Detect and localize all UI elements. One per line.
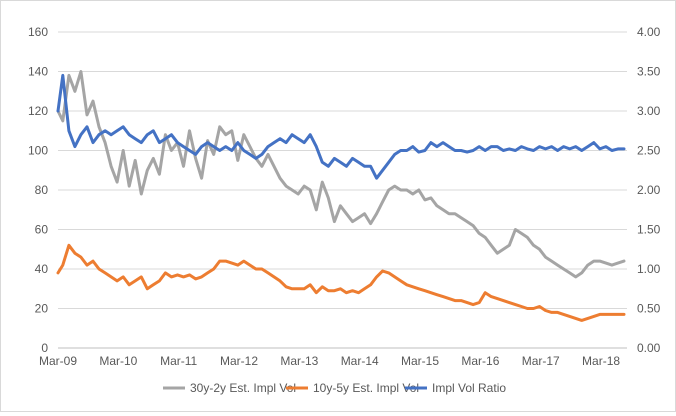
left-axis-tick-label: 60 xyxy=(35,223,49,237)
series-line-2 xyxy=(56,243,626,322)
series-lines xyxy=(56,70,626,322)
right-axis-tick-label: 3.50 xyxy=(637,65,661,79)
right-axis-tick-label: 4.00 xyxy=(637,25,661,39)
right-axis-tick-label: 0.50 xyxy=(637,302,661,316)
x-axis-tick-label: Mar-16 xyxy=(461,354,499,368)
left-axis-tick-label: 20 xyxy=(35,302,49,316)
right-axis-tick-labels: 0.00 0.50 1.00 1.50 2.00 2.50 3.00 3.50 4.00 xyxy=(637,25,661,355)
x-axis-tick-label: Mar-15 xyxy=(401,354,439,368)
legend-label: 10y-5y Est. Impl Vol xyxy=(313,381,419,395)
x-axis-tick-label: Mar-12 xyxy=(220,354,258,368)
x-axis-tick-label: Mar-10 xyxy=(99,354,137,368)
right-axis-tick-label: 3.00 xyxy=(637,104,661,118)
x-axis-tick-label: Mar-09 xyxy=(39,354,77,368)
x-axis-tick-labels: Mar-09 Mar-10 Mar-11 Mar-12 Mar-13 Mar-14 Mar-… xyxy=(39,354,620,368)
series-line-3 xyxy=(56,73,626,180)
left-axis-tick-label: 160 xyxy=(28,25,48,39)
legend: 30y-2y Est. Impl Vol 10y-5y Est. Impl Vol… xyxy=(163,381,506,395)
x-axis-tick-label: Mar-11 xyxy=(160,354,197,368)
right-axis-tick-label: 1.00 xyxy=(637,262,661,276)
left-axis-tick-label: 40 xyxy=(35,262,49,276)
right-axis-tick-label: 1.50 xyxy=(637,223,661,237)
right-axis-tick-label: 2.00 xyxy=(637,183,661,197)
x-axis-tick-label: Mar-13 xyxy=(280,354,318,368)
left-axis-tick-label: 0 xyxy=(41,341,48,355)
series-line-1 xyxy=(56,70,626,279)
right-axis-tick-label: 0.00 xyxy=(637,341,661,355)
x-axis-tick-label: Mar-17 xyxy=(522,354,560,368)
gridlines xyxy=(58,31,627,349)
legend-label: 30y-2y Est. Impl Vol xyxy=(190,381,296,395)
left-axis-tick-label: 80 xyxy=(35,183,49,197)
left-axis-tick-labels: 0 20 40 60 80 100 120 140 160 xyxy=(28,25,48,355)
legend-label: Impl Vol Ratio xyxy=(432,381,506,395)
right-axis-tick-label: 2.50 xyxy=(637,144,661,158)
left-axis-tick-label: 100 xyxy=(28,144,48,158)
left-axis-tick-label: 120 xyxy=(28,104,48,118)
x-axis-tick-label: Mar-18 xyxy=(582,354,620,368)
left-axis-tick-label: 140 xyxy=(28,65,48,79)
x-axis-tick-label: Mar-14 xyxy=(341,354,379,368)
